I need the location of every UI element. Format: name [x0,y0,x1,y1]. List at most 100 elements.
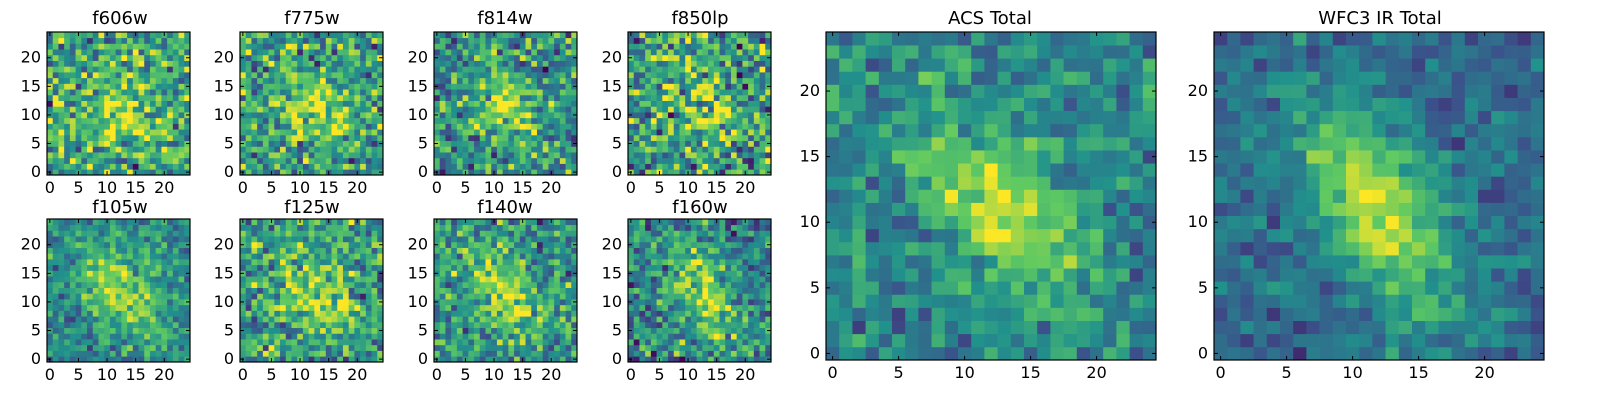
heatmap-cell [759,321,766,329]
heatmap-cell [161,350,168,357]
heatmap-cell [456,49,463,56]
heatmap-cell [161,94,168,101]
heatmap-cell [92,32,99,39]
heatmap-cell [291,37,298,44]
heatmap-cell [719,344,726,351]
heatmap-cell [58,117,65,124]
heatmap-cell [360,247,367,254]
heatmap-cell [320,169,327,176]
x-tick-label: 10 [97,178,117,197]
heatmap-cell [474,230,481,237]
heatmap-cell [104,146,111,153]
heatmap-cell [439,77,446,84]
heatmap-cell [178,43,185,50]
heatmap-cell [285,134,292,142]
heatmap-cell [531,146,538,153]
heatmap-cell [662,112,669,119]
heatmap-cell [342,72,350,79]
heatmap-cell [514,49,521,56]
heatmap-cell [628,43,635,50]
heatmap-cell [468,316,475,323]
heatmap-cell [645,77,652,84]
heatmap-cell [673,327,680,334]
heatmap-cell [337,129,344,136]
heatmap-cell [371,43,378,50]
heatmap-cell [456,287,463,294]
heatmap-cell [121,247,128,254]
heatmap-cell [354,339,361,346]
heatmap-cell [87,157,94,164]
heatmap-cell [104,112,111,119]
heatmap-cell [81,106,88,113]
heatmap-cell [138,129,145,136]
heatmap-cell [348,54,355,61]
heatmap-cell [736,344,743,351]
heatmap-cell [462,60,469,67]
heatmap-cell [342,146,350,153]
heatmap-cell [251,117,258,124]
heatmap-cell [474,60,481,67]
heatmap-cell [702,304,709,311]
heatmap-cell [149,350,157,357]
heatmap-cell [297,264,304,271]
heatmap-cell [508,37,515,44]
heatmap-cell [668,304,675,311]
heatmap-cell [325,89,332,96]
heatmap-cell [445,224,452,231]
heatmap-cell [81,37,88,44]
heatmap-cell [491,152,498,159]
heatmap-cell [240,236,247,243]
heatmap-cell [87,247,94,254]
heatmap-cell [291,310,298,317]
heatmap-cell [536,247,544,254]
heatmap-cell [514,356,521,363]
heatmap-cell [365,327,372,334]
heatmap-cell [138,253,145,260]
heatmap-cell [742,321,749,329]
heatmap-cell [639,344,646,351]
heatmap-cell [178,112,185,119]
heatmap-cell [514,247,521,254]
heatmap-cell [47,77,54,84]
heatmap-cell [75,134,82,142]
heatmap-cell [439,259,446,266]
heatmap-cell [656,339,663,346]
heatmap-cell [167,129,174,136]
heatmap-cell [308,163,315,170]
heatmap-cell [713,276,720,283]
heatmap-cell [184,157,191,164]
heatmap-cell [262,344,269,351]
heatmap-cell [725,333,732,340]
heatmap-cell [690,89,697,96]
heatmap-cell [149,299,157,306]
heatmap-cell [519,54,526,61]
heatmap-cell [354,344,361,351]
heatmap-cell [314,270,321,277]
heatmap-cell [64,327,71,334]
heatmap-cell [360,299,367,306]
heatmap-cell [245,327,252,334]
heatmap-cell [445,169,452,176]
heatmap-cell [468,37,475,44]
heatmap-cell [508,54,515,61]
x-tick-label: 20 [541,365,561,384]
heatmap-cell [297,236,304,243]
heatmap-cell [662,276,669,283]
heatmap-cell [502,146,509,153]
heatmap-cell [155,270,162,277]
heatmap-cell [628,333,635,340]
heatmap-cell [251,43,258,50]
heatmap-cell [115,72,122,79]
heatmap-cell [149,259,157,266]
heatmap-cell [280,259,287,266]
heatmap-cell [742,83,749,90]
heatmap-cell [58,32,65,39]
heatmap-cell [58,316,65,323]
heatmap-cell [268,316,275,323]
heatmap-cell [548,106,555,113]
heatmap-cell [685,100,692,107]
heatmap-cell [736,37,743,44]
heatmap-cell [525,299,532,306]
heatmap-cell [679,37,686,44]
